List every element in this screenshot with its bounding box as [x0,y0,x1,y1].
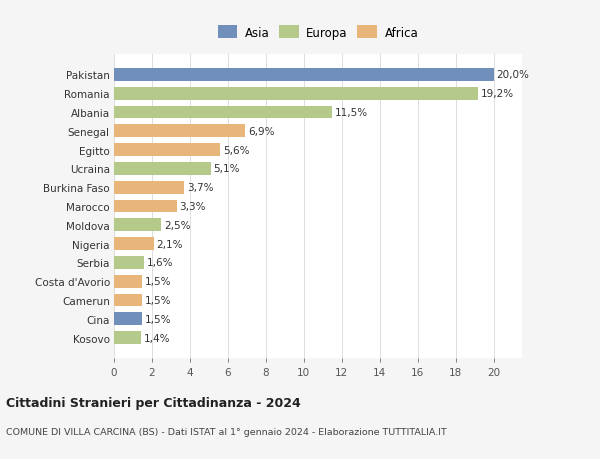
Bar [114,275,142,288]
Bar [114,238,154,251]
Text: 1,4%: 1,4% [143,333,170,343]
Text: 1,5%: 1,5% [145,314,172,324]
Bar [114,219,161,232]
Text: Cittadini Stranieri per Cittadinanza - 2024: Cittadini Stranieri per Cittadinanza - 2… [6,396,301,409]
Bar [114,313,142,325]
Text: 19,2%: 19,2% [481,89,514,99]
Bar [114,181,184,194]
Text: 3,3%: 3,3% [179,202,206,212]
Text: 6,9%: 6,9% [248,127,274,136]
Bar [114,331,140,344]
Legend: Asia, Europa, Africa: Asia, Europa, Africa [214,23,422,43]
Bar [114,69,494,82]
Text: 3,7%: 3,7% [187,183,214,193]
Text: 1,6%: 1,6% [147,258,174,268]
Bar [114,294,142,307]
Bar [114,200,176,213]
Text: 1,5%: 1,5% [145,295,172,305]
Text: 11,5%: 11,5% [335,108,368,118]
Bar [114,88,478,101]
Text: 20,0%: 20,0% [496,70,529,80]
Text: 2,1%: 2,1% [157,239,183,249]
Bar [114,144,220,157]
Bar [114,125,245,138]
Text: COMUNE DI VILLA CARCINA (BS) - Dati ISTAT al 1° gennaio 2024 - Elaborazione TUTT: COMUNE DI VILLA CARCINA (BS) - Dati ISTA… [6,427,447,436]
Text: 2,5%: 2,5% [164,220,191,230]
Bar [114,162,211,175]
Text: 1,5%: 1,5% [145,277,172,286]
Text: 5,1%: 5,1% [214,164,240,174]
Bar [114,106,332,119]
Bar [114,257,145,269]
Text: 5,6%: 5,6% [223,146,250,155]
